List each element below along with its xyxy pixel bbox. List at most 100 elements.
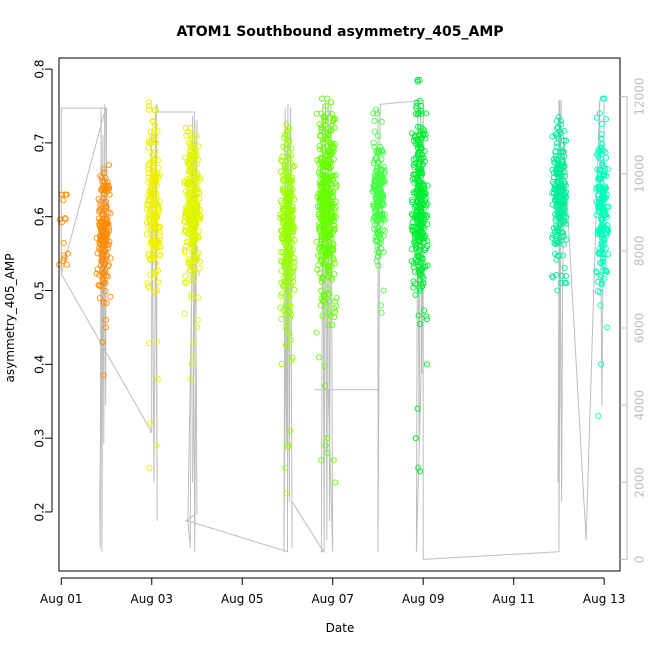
data-point (561, 264, 568, 271)
data-point (288, 281, 295, 288)
data-point (288, 239, 295, 246)
data-point (193, 132, 200, 139)
data-point (291, 286, 298, 293)
data-point (189, 173, 197, 180)
data-point (320, 256, 327, 263)
data-point (598, 144, 605, 151)
data-point (105, 161, 113, 169)
data-point (290, 254, 297, 262)
data-point (418, 236, 425, 243)
data-point (285, 252, 292, 259)
series-c8 (408, 77, 431, 475)
data-point (145, 197, 152, 204)
data-point (555, 114, 562, 121)
data-point (318, 234, 325, 241)
data-point (559, 272, 566, 279)
data-point (153, 442, 160, 449)
chart-title: ATOM1 Southbound asymmetry_405_AMP (176, 24, 503, 40)
data-point (325, 322, 332, 329)
data-point (190, 353, 197, 360)
data-point (419, 273, 426, 280)
y2-tick-label: 2000 (633, 467, 647, 498)
data-point (185, 182, 192, 189)
data-point (318, 287, 325, 294)
data-point (323, 304, 330, 311)
data-point (325, 273, 332, 281)
data-point (145, 250, 152, 257)
data-point (281, 264, 288, 271)
data-point (555, 203, 562, 210)
data-point (188, 226, 195, 233)
data-point (156, 171, 163, 178)
data-point (415, 312, 422, 319)
data-point (98, 186, 106, 193)
data-point (94, 250, 101, 257)
data-point (289, 265, 297, 272)
data-point (554, 239, 562, 246)
data-point (287, 207, 294, 214)
data-point (599, 95, 606, 102)
data-point (152, 260, 159, 267)
data-point (288, 152, 295, 159)
data-point (378, 191, 385, 199)
data-point (97, 236, 104, 243)
data-point (291, 162, 298, 170)
data-point (284, 190, 291, 197)
data-point (415, 464, 422, 471)
data-point (415, 152, 422, 159)
data-point (104, 273, 111, 280)
data-point (320, 222, 327, 229)
data-point (317, 257, 324, 264)
data-point (377, 234, 384, 241)
data-point (155, 164, 162, 172)
data-point (313, 110, 320, 117)
data-point (280, 203, 287, 210)
data-point (157, 244, 164, 251)
data-point (195, 143, 202, 150)
points-layer (56, 77, 612, 497)
data-point (601, 171, 608, 178)
data-point (417, 222, 424, 229)
data-point (147, 188, 154, 195)
data-point (197, 175, 204, 182)
y-axis-label: asymmetry_405_AMP (3, 254, 17, 383)
data-point (284, 342, 291, 349)
data-point (421, 307, 428, 314)
data-point (322, 190, 330, 197)
data-point (325, 131, 332, 138)
data-point (549, 273, 556, 280)
data-point (600, 194, 607, 201)
data-point (187, 190, 194, 197)
data-point (96, 206, 103, 213)
data-point (278, 157, 285, 164)
data-point (106, 227, 113, 234)
data-point (149, 228, 156, 235)
data-point (327, 159, 334, 166)
y-tick-label: 0.5 (33, 281, 47, 300)
data-point (602, 116, 610, 123)
data-point (181, 246, 188, 253)
data-point (286, 263, 293, 270)
data-point (373, 212, 380, 219)
data-point (380, 287, 387, 294)
data-point (327, 173, 334, 180)
data-point (597, 302, 604, 309)
data-point (283, 194, 291, 201)
data-point (560, 217, 567, 224)
series-c2 (93, 161, 114, 379)
data-point (558, 173, 565, 180)
data-point (554, 168, 561, 175)
data-point (104, 263, 112, 270)
data-point (315, 252, 322, 259)
data-point (332, 115, 339, 123)
data-point (561, 153, 568, 160)
data-point (554, 133, 561, 140)
data-point (104, 231, 111, 238)
data-point (155, 205, 162, 212)
data-point (283, 321, 290, 328)
data-point (412, 241, 419, 248)
data-point (103, 231, 110, 238)
data-point (325, 240, 332, 247)
data-point (330, 457, 337, 464)
data-point (375, 182, 382, 190)
